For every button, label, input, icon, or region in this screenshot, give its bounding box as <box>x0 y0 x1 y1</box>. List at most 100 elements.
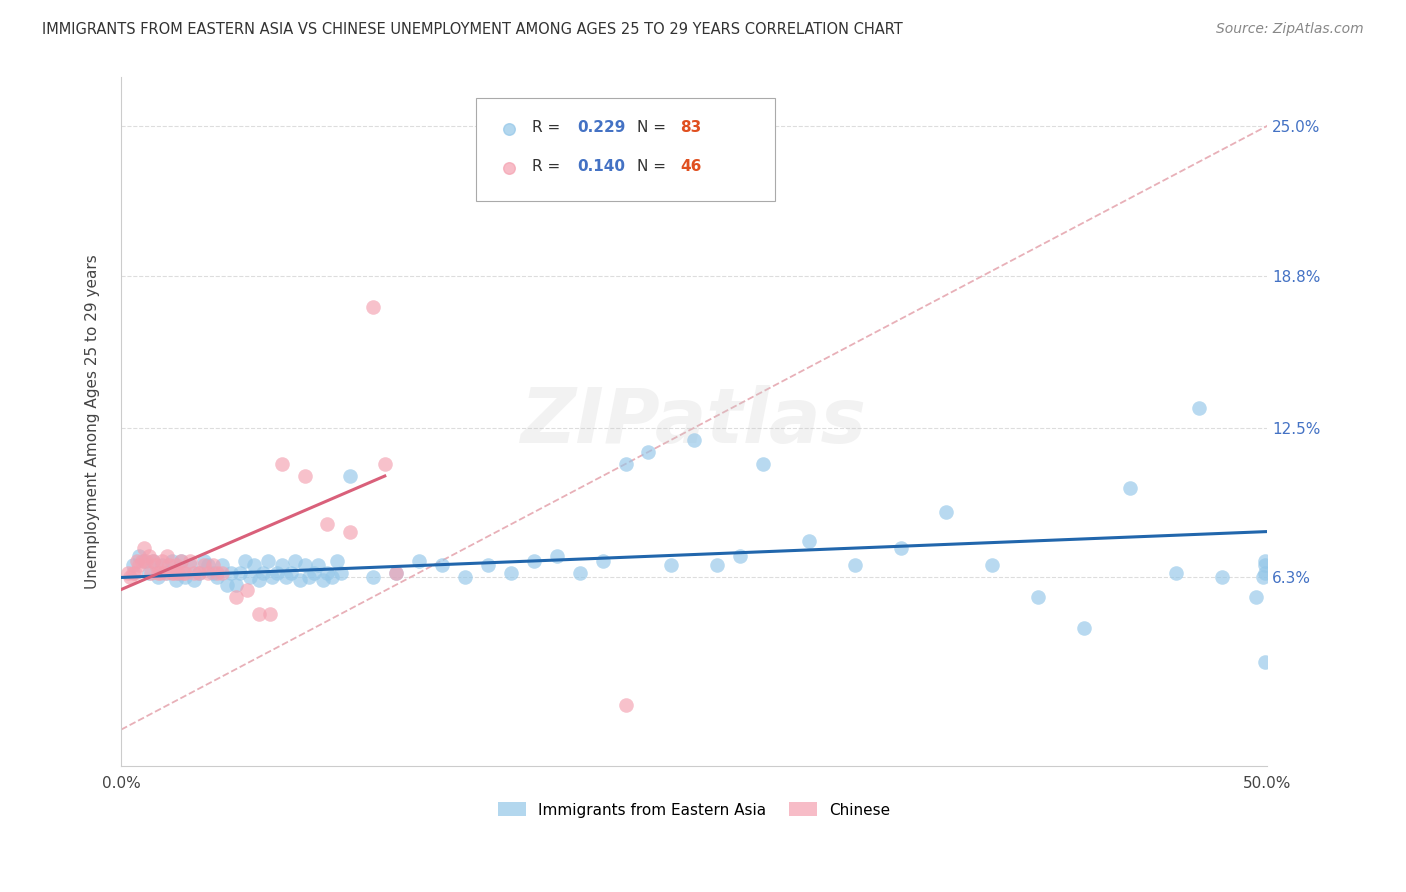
Point <box>152 558 174 573</box>
Point <box>142 553 165 567</box>
Text: IMMIGRANTS FROM EASTERN ASIA VS CHINESE UNEMPLOYMENT AMONG AGES 25 TO 29 YEARS C: IMMIGRANTS FROM EASTERN ASIA VS CHINESE … <box>42 22 903 37</box>
Point <box>1188 401 1211 416</box>
Point <box>661 558 683 573</box>
Text: N =: N = <box>637 120 671 136</box>
Point <box>201 566 224 580</box>
Point <box>135 553 157 567</box>
Point <box>197 558 219 573</box>
Text: 0.229: 0.229 <box>578 120 626 136</box>
Point <box>1254 558 1277 573</box>
Point <box>257 553 280 567</box>
Point <box>131 553 153 567</box>
Point <box>142 553 165 567</box>
Point <box>330 566 353 580</box>
Point <box>259 607 281 621</box>
Point <box>128 549 150 563</box>
Point <box>153 566 176 580</box>
Point <box>363 570 385 584</box>
Point <box>167 566 190 580</box>
FancyBboxPatch shape <box>477 98 775 202</box>
Point <box>262 570 284 584</box>
Point <box>523 553 546 567</box>
Point <box>1026 590 1049 604</box>
Point <box>197 566 219 580</box>
Point <box>219 566 242 580</box>
Text: 46: 46 <box>681 160 702 175</box>
Point <box>211 558 233 573</box>
Point <box>316 517 339 532</box>
Point <box>165 558 187 573</box>
Point <box>294 469 316 483</box>
Legend: Immigrants from Eastern Asia, Chinese: Immigrants from Eastern Asia, Chinese <box>492 797 896 823</box>
Point <box>117 566 139 580</box>
Point <box>174 570 197 584</box>
Point <box>276 570 298 584</box>
Point <box>1211 570 1233 584</box>
Point <box>229 566 252 580</box>
Point <box>172 566 194 580</box>
Point <box>844 558 866 573</box>
Point <box>270 457 292 471</box>
Point <box>165 573 187 587</box>
Point <box>1119 481 1142 495</box>
Point <box>211 566 233 580</box>
Point <box>138 549 160 563</box>
Point <box>935 505 957 519</box>
Point <box>160 553 183 567</box>
Point <box>363 300 385 314</box>
Point <box>1073 621 1095 635</box>
Point <box>170 553 193 567</box>
Point <box>247 573 270 587</box>
Point <box>124 566 146 580</box>
Point <box>152 553 174 567</box>
Point <box>316 566 339 580</box>
Point <box>683 433 706 447</box>
Point <box>146 570 169 584</box>
Point <box>307 558 329 573</box>
Point <box>146 566 169 580</box>
Point <box>183 566 205 580</box>
Point <box>1254 655 1277 669</box>
Point <box>252 566 274 580</box>
Point <box>188 566 211 580</box>
Point <box>170 553 193 567</box>
Point <box>207 570 229 584</box>
Point <box>156 566 179 580</box>
Point <box>339 469 361 483</box>
Point <box>233 553 256 567</box>
Point <box>238 570 260 584</box>
Point <box>243 558 266 573</box>
Point <box>568 566 591 580</box>
Text: 83: 83 <box>681 120 702 136</box>
Point <box>1244 590 1267 604</box>
Point <box>183 573 205 587</box>
Point <box>160 566 183 580</box>
Point <box>288 573 311 587</box>
Point <box>121 566 143 580</box>
Text: N =: N = <box>637 160 671 175</box>
Point <box>174 566 197 580</box>
Point <box>1251 570 1274 584</box>
Point <box>408 553 430 567</box>
Text: R =: R = <box>531 160 565 175</box>
Point <box>321 570 343 584</box>
Point <box>339 524 361 539</box>
Point <box>225 577 247 591</box>
Point <box>797 534 820 549</box>
Point <box>430 558 453 573</box>
Text: Source: ZipAtlas.com: Source: ZipAtlas.com <box>1216 22 1364 37</box>
Point <box>614 698 637 713</box>
Point <box>132 553 155 567</box>
Point <box>280 566 302 580</box>
Point <box>302 566 325 580</box>
Point <box>454 570 477 584</box>
Point <box>167 566 190 580</box>
Point <box>294 558 316 573</box>
Point <box>120 570 142 584</box>
Point <box>138 566 160 580</box>
Point <box>156 549 179 563</box>
Point <box>163 566 186 580</box>
Point <box>1254 566 1277 580</box>
Point <box>1164 566 1187 580</box>
Y-axis label: Unemployment Among Ages 25 to 29 years: Unemployment Among Ages 25 to 29 years <box>86 254 100 589</box>
